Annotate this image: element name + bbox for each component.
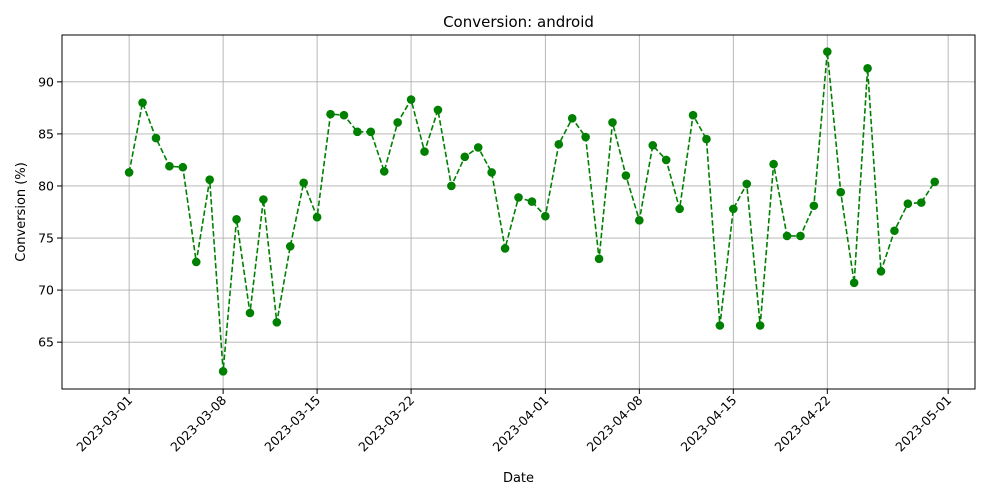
series-line xyxy=(128,51,936,372)
data-point xyxy=(916,198,926,207)
x-tick-label: 2023-04-01 xyxy=(489,393,551,455)
y-tick-label: 80 xyxy=(38,178,54,193)
data-point xyxy=(541,211,550,221)
data-point xyxy=(326,109,335,119)
data-point xyxy=(500,244,510,253)
data-point xyxy=(849,278,859,288)
data-point xyxy=(285,242,295,251)
x-axis-label: Date xyxy=(503,471,534,486)
x-tick-label: 2023-04-08 xyxy=(583,392,645,454)
data-point xyxy=(876,267,886,276)
data-point xyxy=(272,318,282,327)
data-point xyxy=(165,161,174,171)
x-tick-label: 2023-04-15 xyxy=(677,393,739,455)
data-point xyxy=(903,199,913,208)
data-point xyxy=(823,47,832,56)
data-point xyxy=(339,110,349,120)
data-point xyxy=(863,64,872,73)
y-axis-label: Conversion (%) xyxy=(14,162,29,262)
data-point xyxy=(890,226,899,236)
data-point xyxy=(581,132,590,142)
data-point xyxy=(635,216,644,225)
data-point xyxy=(487,168,496,177)
y-tick-label: 70 xyxy=(38,283,54,298)
y-tick-label: 75 xyxy=(38,231,54,246)
y-tick-label: 85 xyxy=(38,126,54,141)
data-point xyxy=(608,118,617,127)
data-point xyxy=(353,127,362,137)
data-point xyxy=(191,257,201,267)
x-tick-label: 2023-03-08 xyxy=(167,392,229,454)
data-point xyxy=(312,212,322,222)
data-point xyxy=(729,204,738,214)
data-point xyxy=(527,197,537,206)
data-point xyxy=(178,162,188,172)
x-tick-label: 2023-04-22 xyxy=(771,393,833,455)
data-point xyxy=(621,171,631,180)
data-point xyxy=(769,159,778,169)
data-point xyxy=(514,193,523,202)
data-point xyxy=(151,133,161,143)
data-point xyxy=(379,167,389,176)
data-point xyxy=(138,98,147,107)
data-point xyxy=(366,127,376,137)
x-tick-label: 2023-05-01 xyxy=(892,393,954,455)
x-tick-label: 2023-03-22 xyxy=(355,393,417,455)
data-point xyxy=(836,187,846,197)
series-android xyxy=(124,47,940,376)
grid-lines xyxy=(62,35,975,389)
data-point xyxy=(473,143,483,152)
data-point xyxy=(259,195,268,204)
data-point xyxy=(702,134,711,144)
data-point xyxy=(567,113,577,123)
data-point xyxy=(433,105,443,115)
data-point xyxy=(661,155,671,165)
data-point xyxy=(715,321,725,330)
data-point xyxy=(218,367,228,376)
axis-ticks: 2023-03-01 2023-03-08 2023-03-15 2023-03-22… xyxy=(38,74,954,454)
data-point xyxy=(232,214,241,224)
x-tick-label: 2023-03-15 xyxy=(261,393,323,455)
plot-frame xyxy=(61,34,976,390)
data-point xyxy=(796,231,805,241)
data-point xyxy=(755,321,765,330)
data-point xyxy=(245,308,255,318)
data-point xyxy=(930,177,940,187)
x-tick-label: 2023-03-01 xyxy=(73,393,135,455)
y-tick-label: 90 xyxy=(38,74,54,89)
data-point xyxy=(406,95,416,104)
data-point xyxy=(393,118,402,127)
data-point xyxy=(124,168,134,177)
data-point xyxy=(675,204,684,214)
data-point xyxy=(594,254,604,264)
data-point xyxy=(809,201,819,211)
data-point xyxy=(782,231,792,241)
data-point xyxy=(447,181,456,191)
chart-title: Conversion: android xyxy=(443,13,594,31)
data-point xyxy=(460,152,470,162)
data-point xyxy=(420,147,429,156)
data-point xyxy=(742,179,752,189)
data-point xyxy=(299,178,308,188)
y-tick-label: 65 xyxy=(38,335,54,350)
data-point xyxy=(648,141,658,150)
data-point xyxy=(205,175,214,185)
data-point xyxy=(688,110,698,120)
data-point xyxy=(554,140,564,149)
